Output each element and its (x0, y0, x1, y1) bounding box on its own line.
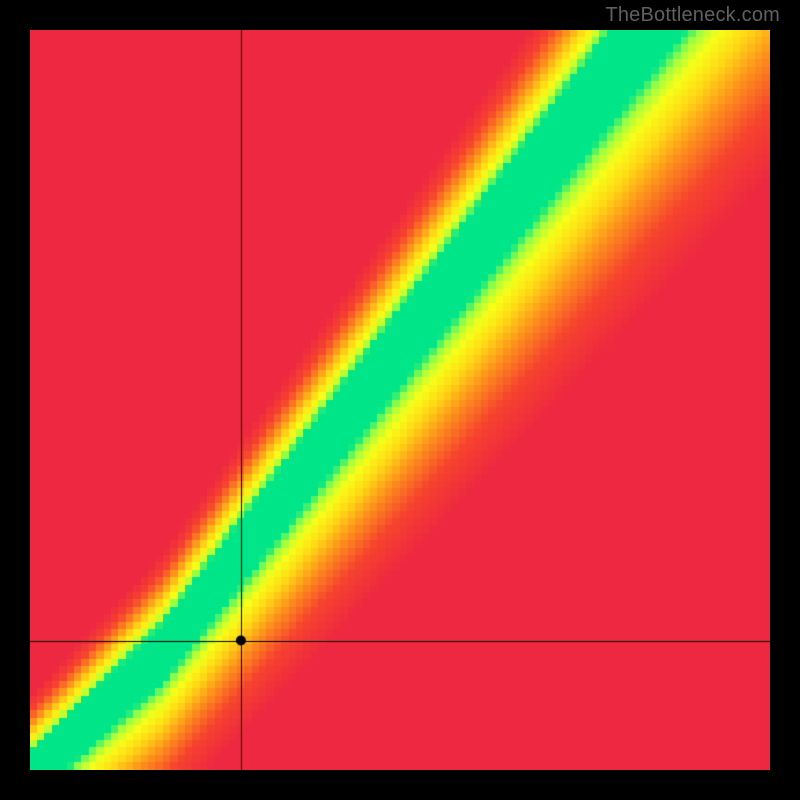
chart-container: TheBottleneck.com (0, 0, 800, 800)
watermark-label: TheBottleneck.com (605, 4, 780, 27)
heatmap-canvas (30, 30, 770, 770)
plot-area (30, 30, 770, 770)
